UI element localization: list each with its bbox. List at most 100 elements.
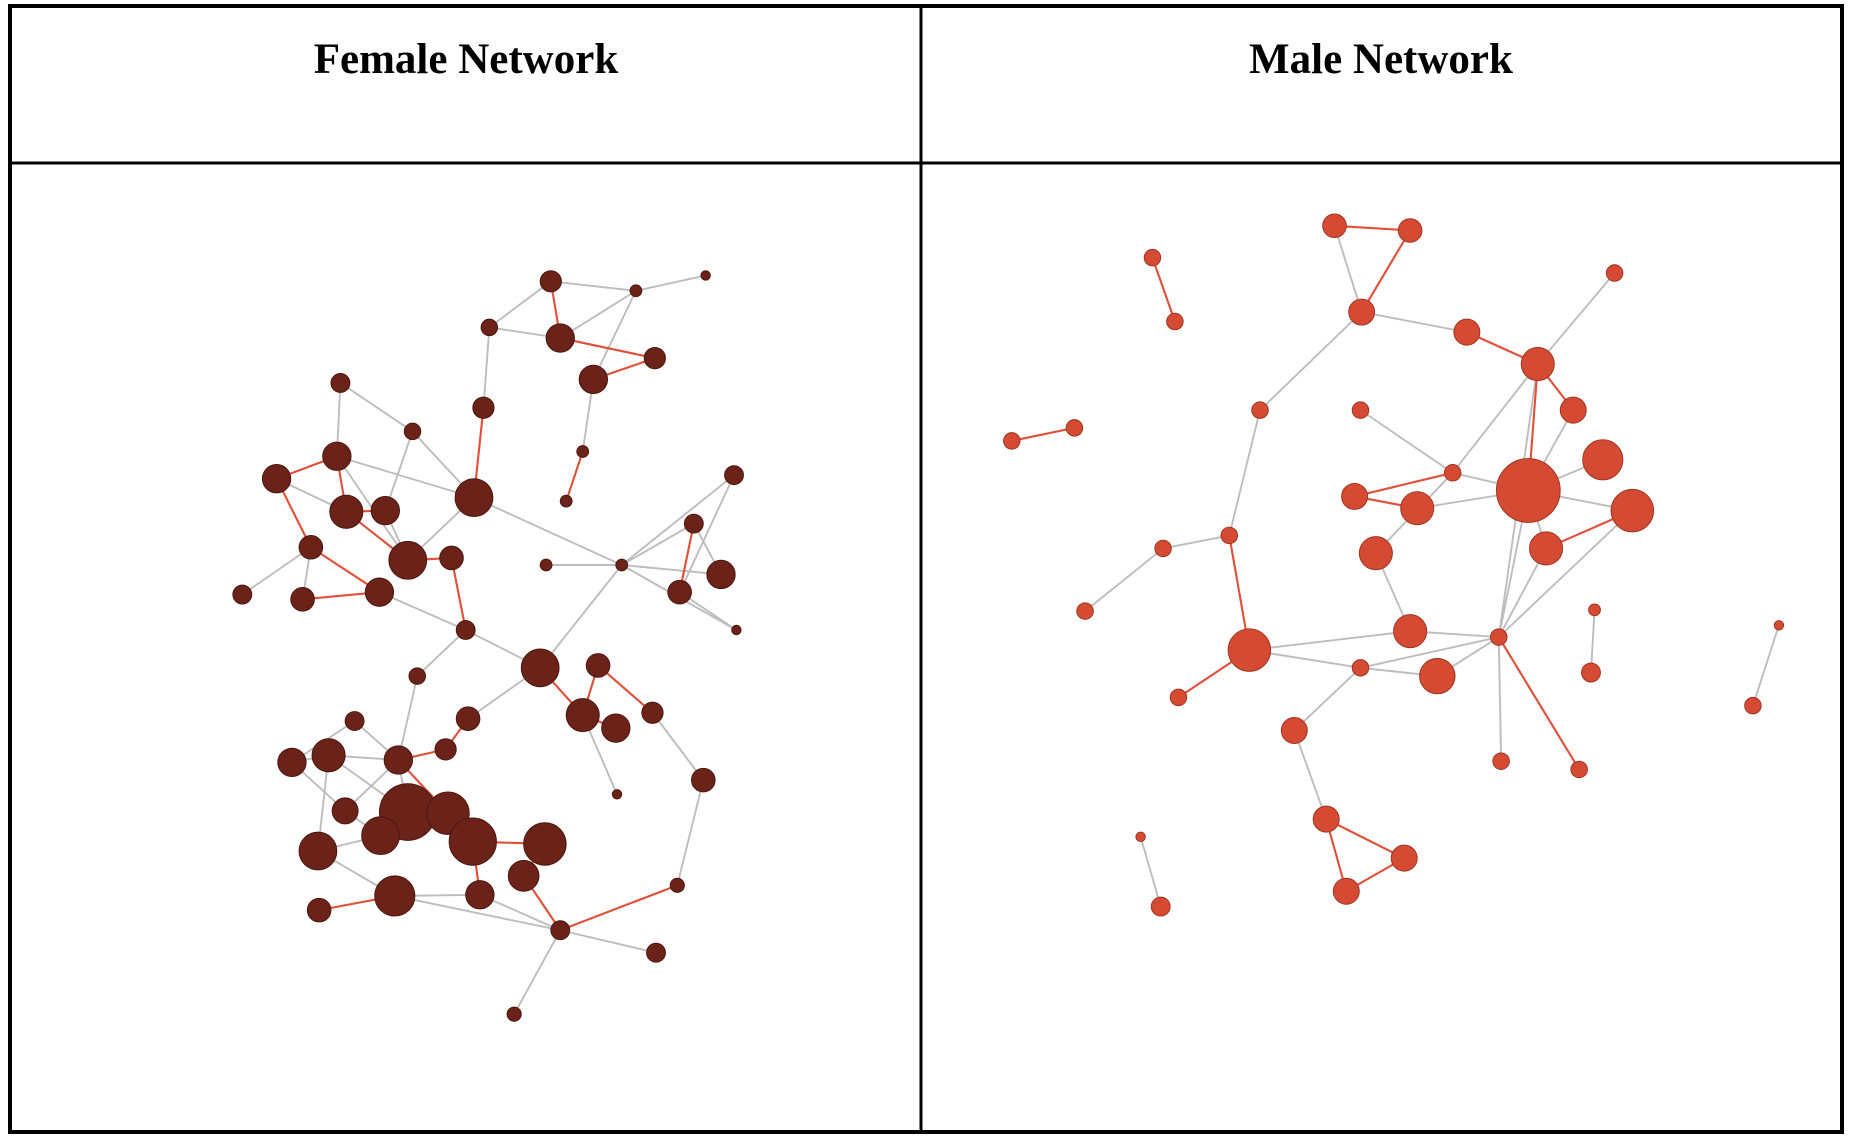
edge (1537, 272, 1616, 365)
edge (339, 382, 414, 433)
column-header: Female Network (314, 36, 619, 83)
edge (1497, 636, 1581, 771)
node (454, 478, 494, 518)
edge (241, 546, 312, 596)
node (1744, 696, 1762, 715)
edge (1293, 667, 1362, 732)
node (322, 441, 352, 471)
node (1490, 628, 1508, 646)
node (1582, 439, 1624, 481)
edge (1359, 409, 1454, 474)
node (374, 875, 416, 917)
node (578, 364, 609, 395)
node (1453, 318, 1481, 346)
node (1419, 657, 1456, 695)
node (1348, 298, 1376, 326)
node (1166, 312, 1184, 331)
node (298, 534, 324, 560)
edge (1590, 609, 1596, 673)
node (383, 745, 413, 775)
edge (416, 629, 467, 677)
edge (488, 280, 552, 329)
node (1520, 347, 1555, 382)
node (550, 920, 571, 941)
node (1397, 218, 1423, 243)
node (480, 318, 499, 337)
edge (336, 455, 475, 499)
node (629, 284, 643, 298)
node (683, 513, 704, 534)
node (1443, 464, 1462, 482)
edge (1084, 547, 1164, 612)
node (611, 789, 623, 800)
node (1150, 896, 1171, 917)
edge (1451, 363, 1539, 474)
node (1492, 752, 1510, 770)
node (1610, 488, 1655, 533)
edge (1162, 534, 1230, 550)
node (641, 701, 664, 724)
edge (473, 496, 623, 566)
node (439, 545, 464, 571)
node (539, 270, 562, 293)
node (1251, 401, 1269, 419)
edge (676, 779, 705, 886)
node (1135, 831, 1146, 843)
edge (1139, 836, 1162, 907)
edge (559, 289, 637, 339)
edge (394, 895, 561, 932)
network (1003, 213, 1785, 917)
node (690, 767, 716, 793)
edge (621, 474, 735, 566)
node (329, 494, 364, 529)
node (724, 465, 744, 486)
node (455, 620, 476, 640)
edge (1249, 630, 1411, 652)
table-border (8, 4, 1844, 1134)
node (232, 584, 253, 605)
edge (539, 564, 623, 669)
edge (1334, 224, 1411, 232)
node (646, 942, 666, 963)
node (559, 494, 573, 508)
edge (560, 929, 657, 954)
node (1220, 526, 1239, 545)
edge (1333, 225, 1363, 313)
node (1003, 432, 1021, 450)
node (330, 373, 351, 393)
edge (559, 884, 678, 932)
node (669, 877, 685, 893)
edge (1354, 471, 1453, 498)
node (1332, 877, 1360, 905)
node (1400, 491, 1435, 526)
node (1390, 844, 1418, 872)
node (1605, 264, 1624, 282)
node (1529, 531, 1564, 566)
node (388, 540, 428, 580)
node (1280, 717, 1308, 744)
edge (1752, 624, 1780, 706)
edge (565, 451, 584, 502)
node (1495, 458, 1561, 523)
edge (1325, 818, 1405, 860)
node (1773, 620, 1785, 631)
network-graphs (232, 213, 1785, 1022)
node (298, 831, 338, 871)
node (1065, 419, 1084, 437)
edge (1497, 637, 1503, 762)
node (331, 797, 359, 825)
node (434, 738, 457, 761)
edge (621, 522, 695, 566)
node (731, 624, 742, 636)
node (520, 648, 560, 688)
node (455, 706, 481, 731)
node (364, 577, 395, 607)
node (523, 822, 567, 866)
node (706, 559, 736, 590)
edge (513, 929, 562, 1015)
node (1358, 536, 1393, 571)
edge (482, 327, 491, 408)
edge (1228, 409, 1261, 536)
edge (1498, 509, 1633, 638)
